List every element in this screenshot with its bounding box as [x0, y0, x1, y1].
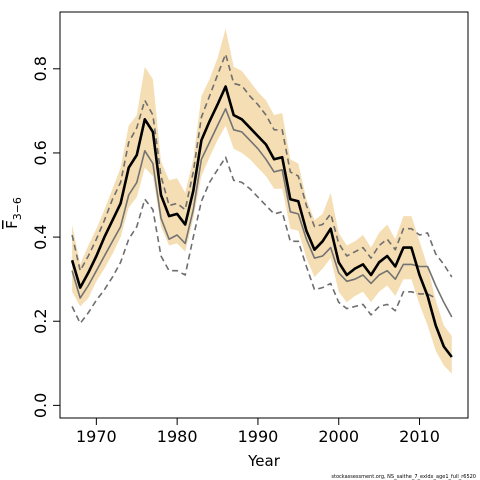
confidence-band: [72, 28, 452, 374]
y-tick-label-3: 0.6: [31, 140, 50, 165]
x-axis-title: Year: [247, 452, 281, 470]
y-axis: 0.0 0.2 0.4 0.6 0.8: [31, 56, 60, 418]
main-estimate-line: [70, 85, 453, 358]
dashed-upper-line: [71, 53, 453, 278]
plot-area: [70, 28, 453, 374]
x-tick-label-1970: 1970: [76, 427, 117, 446]
y-tick-label-1: 0.2: [31, 308, 50, 333]
y-tick-label-2: 0.4: [31, 224, 50, 249]
x-tick-label-2010: 2010: [399, 427, 440, 446]
svg-text:F3−6: F3−6: [3, 197, 24, 229]
y-axis-title: F3−6: [3, 197, 24, 229]
y-axis-title-subscript: 3−6: [11, 197, 24, 220]
y-axis-title-main: F: [3, 220, 21, 229]
credit-text: stockassessment.org, NS_saithe_7_exldx_a…: [331, 474, 476, 480]
x-tick-label-1980: 1980: [157, 427, 198, 446]
dashed-lower-line: [71, 156, 437, 325]
x-axis: 1970 1980 1990 2000 2010: [76, 418, 440, 446]
secondary-estimate-line: [71, 108, 453, 318]
x-tick-label-1990: 1990: [238, 427, 279, 446]
x-tick-label-2000: 2000: [318, 427, 359, 446]
plot-frame: [59, 11, 469, 419]
y-tick-label-0: 0.0: [31, 393, 50, 418]
y-tick-label-4: 0.8: [31, 56, 50, 81]
